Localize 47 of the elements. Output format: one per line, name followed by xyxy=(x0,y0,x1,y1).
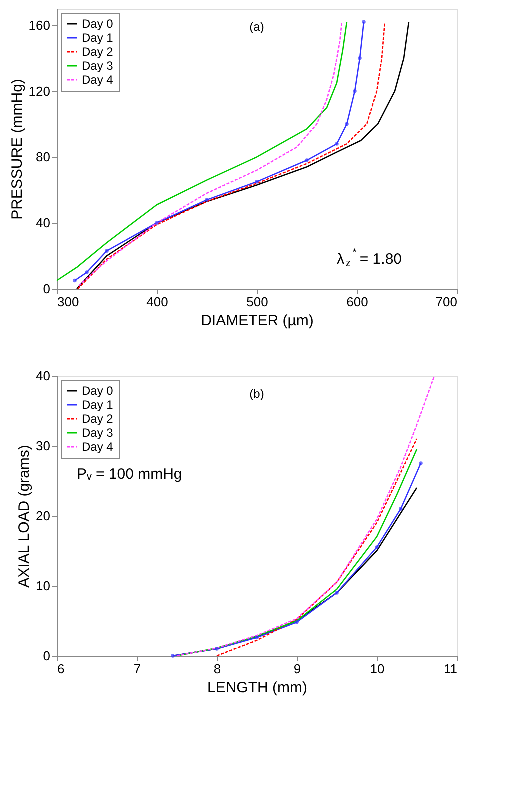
y-tick-label: 160 xyxy=(28,18,50,33)
point xyxy=(419,462,423,466)
point xyxy=(335,591,339,595)
x-tick-label: 500 xyxy=(246,294,268,310)
annotation: (a) xyxy=(250,20,264,34)
annotation: (b) xyxy=(250,387,264,401)
y-tick-label: 30 xyxy=(36,438,50,454)
y-tick-label: 10 xyxy=(36,578,50,594)
y-tick-label: 80 xyxy=(36,150,50,165)
legend-label: Day 2 xyxy=(82,412,114,426)
y-tick-label: 120 xyxy=(28,84,50,99)
y-axis-title: PRESSURE (mmHg) xyxy=(8,79,26,220)
x-tick-label: 600 xyxy=(346,294,368,310)
point xyxy=(295,620,299,624)
point xyxy=(375,546,379,550)
y-tick-label: 40 xyxy=(36,216,50,231)
legend-label: Day 1 xyxy=(82,31,114,45)
x-tick-label: 300 xyxy=(58,294,80,310)
point xyxy=(171,654,175,658)
line-series xyxy=(216,438,418,657)
point xyxy=(215,647,219,651)
y-tick-label: 40 xyxy=(36,368,50,384)
y-tick-label: 0 xyxy=(43,648,50,664)
y-axis-title: AXIAL LOAD (grams) xyxy=(16,445,34,588)
legend-label: Day 0 xyxy=(82,384,114,398)
legend-label: Day 2 xyxy=(82,45,114,59)
x-axis-title: DIAMETER (µm) xyxy=(201,312,314,330)
legend-label: Day 0 xyxy=(82,17,114,31)
x-tick-label: 700 xyxy=(436,294,458,310)
x-tick-label: 400 xyxy=(146,294,168,310)
y-tick-label: 0 xyxy=(43,282,50,296)
y-tick-label: 20 xyxy=(36,508,50,524)
x-tick-label: 8 xyxy=(214,662,222,676)
point xyxy=(399,507,403,511)
legend-label: Day 3 xyxy=(82,426,114,440)
x-tick-label: 10 xyxy=(370,662,385,676)
point xyxy=(255,636,259,640)
annotation: Pᵥ = 100 mmHg xyxy=(77,466,182,483)
legend-label: Day 4 xyxy=(82,73,114,87)
x-tick-label: 9 xyxy=(294,662,302,676)
legend-label: Day 1 xyxy=(82,398,114,412)
x-axis-title: LENGTH (mm) xyxy=(208,680,308,696)
x-tick-label: 6 xyxy=(58,662,65,676)
legend-label: Day 3 xyxy=(82,59,114,73)
x-tick-label: 11 xyxy=(444,662,458,676)
legend-label: Day 4 xyxy=(82,440,114,454)
x-tick-label: 7 xyxy=(134,662,142,676)
